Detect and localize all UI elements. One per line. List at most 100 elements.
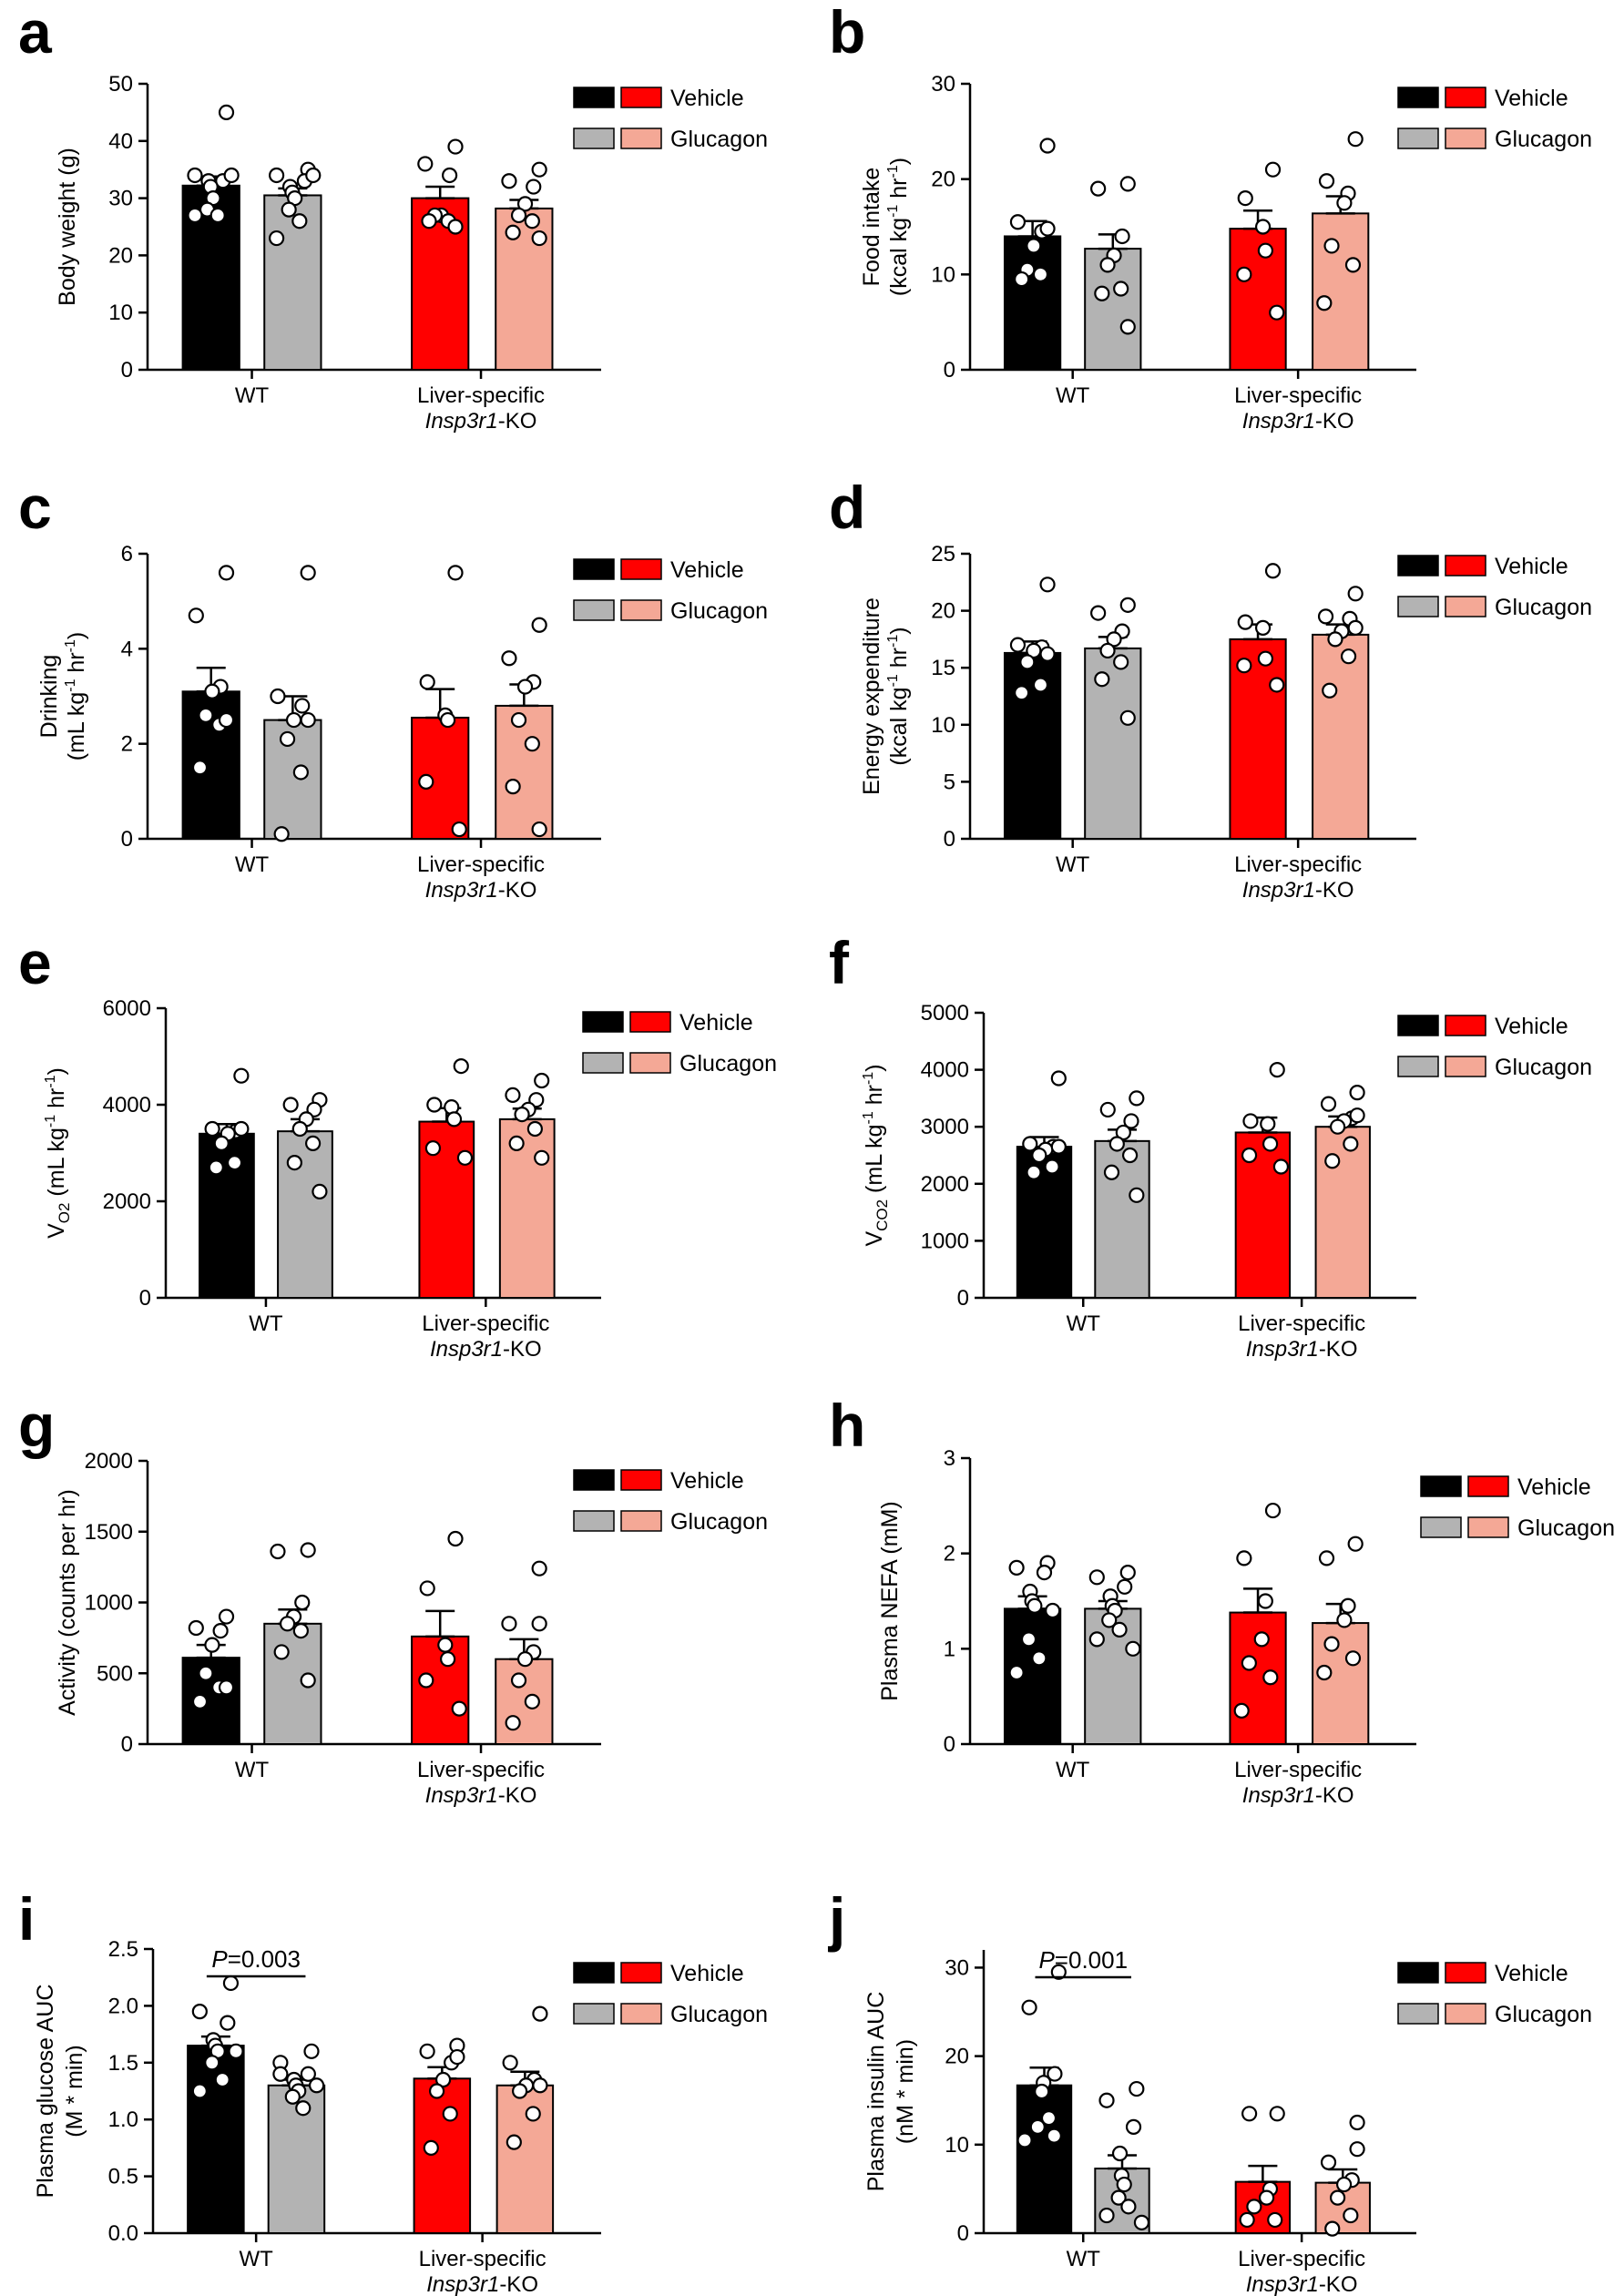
panel-f: f 0 1000 2000 3000 4000 5000 WT Liver-specificIn… xyxy=(829,929,1592,1362)
data-point xyxy=(1133,2214,1150,2230)
gene-suffix: -KO xyxy=(1315,878,1354,903)
data-point xyxy=(440,711,456,729)
data-point xyxy=(1119,319,1136,335)
data-point xyxy=(505,1715,521,1731)
bar xyxy=(1003,651,1062,841)
y-axis-label: Energy expenditure xyxy=(859,597,884,795)
x-label-ko-gene: Insp3r1-KO xyxy=(1246,2272,1358,2296)
data-point xyxy=(442,2106,458,2122)
data-point xyxy=(208,1159,224,1176)
panel-letter: h xyxy=(829,1392,865,1459)
y-tick-label: 2000 xyxy=(103,1189,151,1214)
x-label-ko: Liver-specific xyxy=(422,1311,549,1336)
bar xyxy=(199,1132,255,1300)
x-label-wt: WT xyxy=(249,1311,283,1336)
y-tick-label: 0 xyxy=(944,1732,955,1757)
legend-swatch-ko-vehicle xyxy=(1445,87,1486,108)
bar-group xyxy=(495,1560,554,1745)
legend-label-glucagon: Glucagon xyxy=(670,127,768,152)
p-symbol: P xyxy=(211,1945,228,1973)
data-point xyxy=(1323,238,1340,254)
y-label-v: V xyxy=(44,1223,69,1239)
y-label-sup: -1 xyxy=(63,639,78,652)
data-point xyxy=(1336,1612,1353,1628)
legend-swatch-ko-vehicle xyxy=(1445,555,1486,577)
gene-name: Insp3r1 xyxy=(1246,2272,1319,2296)
data-point xyxy=(534,1072,550,1089)
gene-suffix: -KO xyxy=(1319,2272,1358,2296)
data-point xyxy=(531,161,547,178)
y-axis-label: VCO2 (mL kg-1 hr-1) xyxy=(861,1064,891,1246)
data-point xyxy=(233,1067,250,1084)
y-axis-label: Body weight (g) xyxy=(55,148,80,306)
y-tick-label: 40 xyxy=(108,129,133,154)
data-point xyxy=(1022,1136,1038,1152)
bar-group xyxy=(495,161,554,371)
data-point xyxy=(191,760,209,776)
legend: Vehicle Glucagon xyxy=(573,86,768,152)
data-point xyxy=(1343,2207,1359,2224)
data-point xyxy=(1264,1502,1282,1519)
bar-group xyxy=(1314,1085,1371,1299)
legend-swatch-ko-vehicle xyxy=(620,1962,662,1984)
data-point xyxy=(1106,631,1122,648)
y-label-sup: -1 xyxy=(63,679,78,691)
legend-label-vehicle: Vehicle xyxy=(679,1010,753,1036)
data-point xyxy=(1101,1612,1118,1628)
y-label-part: ) xyxy=(862,1064,887,1071)
bar xyxy=(495,704,554,841)
data-point xyxy=(305,1135,322,1152)
data-point xyxy=(419,2043,435,2059)
legend-label-glucagon: Glucagon xyxy=(670,1509,768,1535)
data-point xyxy=(1335,2176,1353,2193)
x-label-ko: Liver-specific xyxy=(1238,1311,1365,1336)
panel-letter: c xyxy=(18,474,52,541)
data-point xyxy=(1267,2211,1283,2229)
y-tick-label: 0.5 xyxy=(108,2165,138,2189)
data-point xyxy=(1344,257,1362,273)
legend-label-glucagon: Glucagon xyxy=(1495,2002,1592,2027)
y-tick-label: 2 xyxy=(944,1542,955,1566)
data-point xyxy=(1254,619,1272,636)
data-point xyxy=(526,179,542,195)
y-tick-label: 25 xyxy=(931,542,955,566)
y-label-sup: -1 xyxy=(885,674,901,687)
legend-swatch-ko-vehicle xyxy=(620,558,662,580)
data-point xyxy=(1031,1147,1047,1164)
data-point xyxy=(1253,1631,1270,1648)
x-label-wt: WT xyxy=(235,1758,270,1782)
data-point xyxy=(1125,2118,1142,2135)
bar-group xyxy=(411,565,470,840)
legend-swatch-ko-vehicle xyxy=(1445,1015,1486,1036)
y-tick-label: 1 xyxy=(944,1637,955,1661)
legend: Vehicle Glucagon xyxy=(1397,1961,1592,2027)
data-point xyxy=(1236,266,1252,282)
legend: Vehicle Glucagon xyxy=(1420,1475,1614,1541)
data-point xyxy=(1113,654,1129,670)
data-point xyxy=(1040,2110,1057,2127)
y-tick-label: 1000 xyxy=(85,1591,133,1616)
data-point xyxy=(1020,1631,1037,1648)
data-point xyxy=(1340,648,1357,665)
panel-letter: e xyxy=(18,929,52,996)
data-point xyxy=(418,773,434,791)
data-point xyxy=(1320,2154,1337,2170)
bar-group xyxy=(1003,577,1062,841)
data-point xyxy=(292,1622,309,1639)
legend-label-vehicle: Vehicle xyxy=(1495,554,1568,579)
gene-suffix: -KO xyxy=(499,2272,538,2296)
data-point xyxy=(204,1120,220,1138)
panel-e: e 0 2000 4000 6000 WT Liver-specificInsp3r1-KO… xyxy=(18,929,777,1362)
data-point xyxy=(1236,658,1252,674)
bar xyxy=(1312,212,1370,371)
data-point xyxy=(417,156,434,172)
data-point xyxy=(187,207,203,224)
data-point xyxy=(1088,1569,1105,1586)
bar-group xyxy=(1016,1964,1073,2234)
y-tick-label: 20 xyxy=(931,599,955,624)
y-label-sup: -1 xyxy=(885,205,901,218)
data-point xyxy=(1115,1124,1131,1141)
data-point xyxy=(447,219,464,235)
data-point xyxy=(1098,2092,1115,2108)
